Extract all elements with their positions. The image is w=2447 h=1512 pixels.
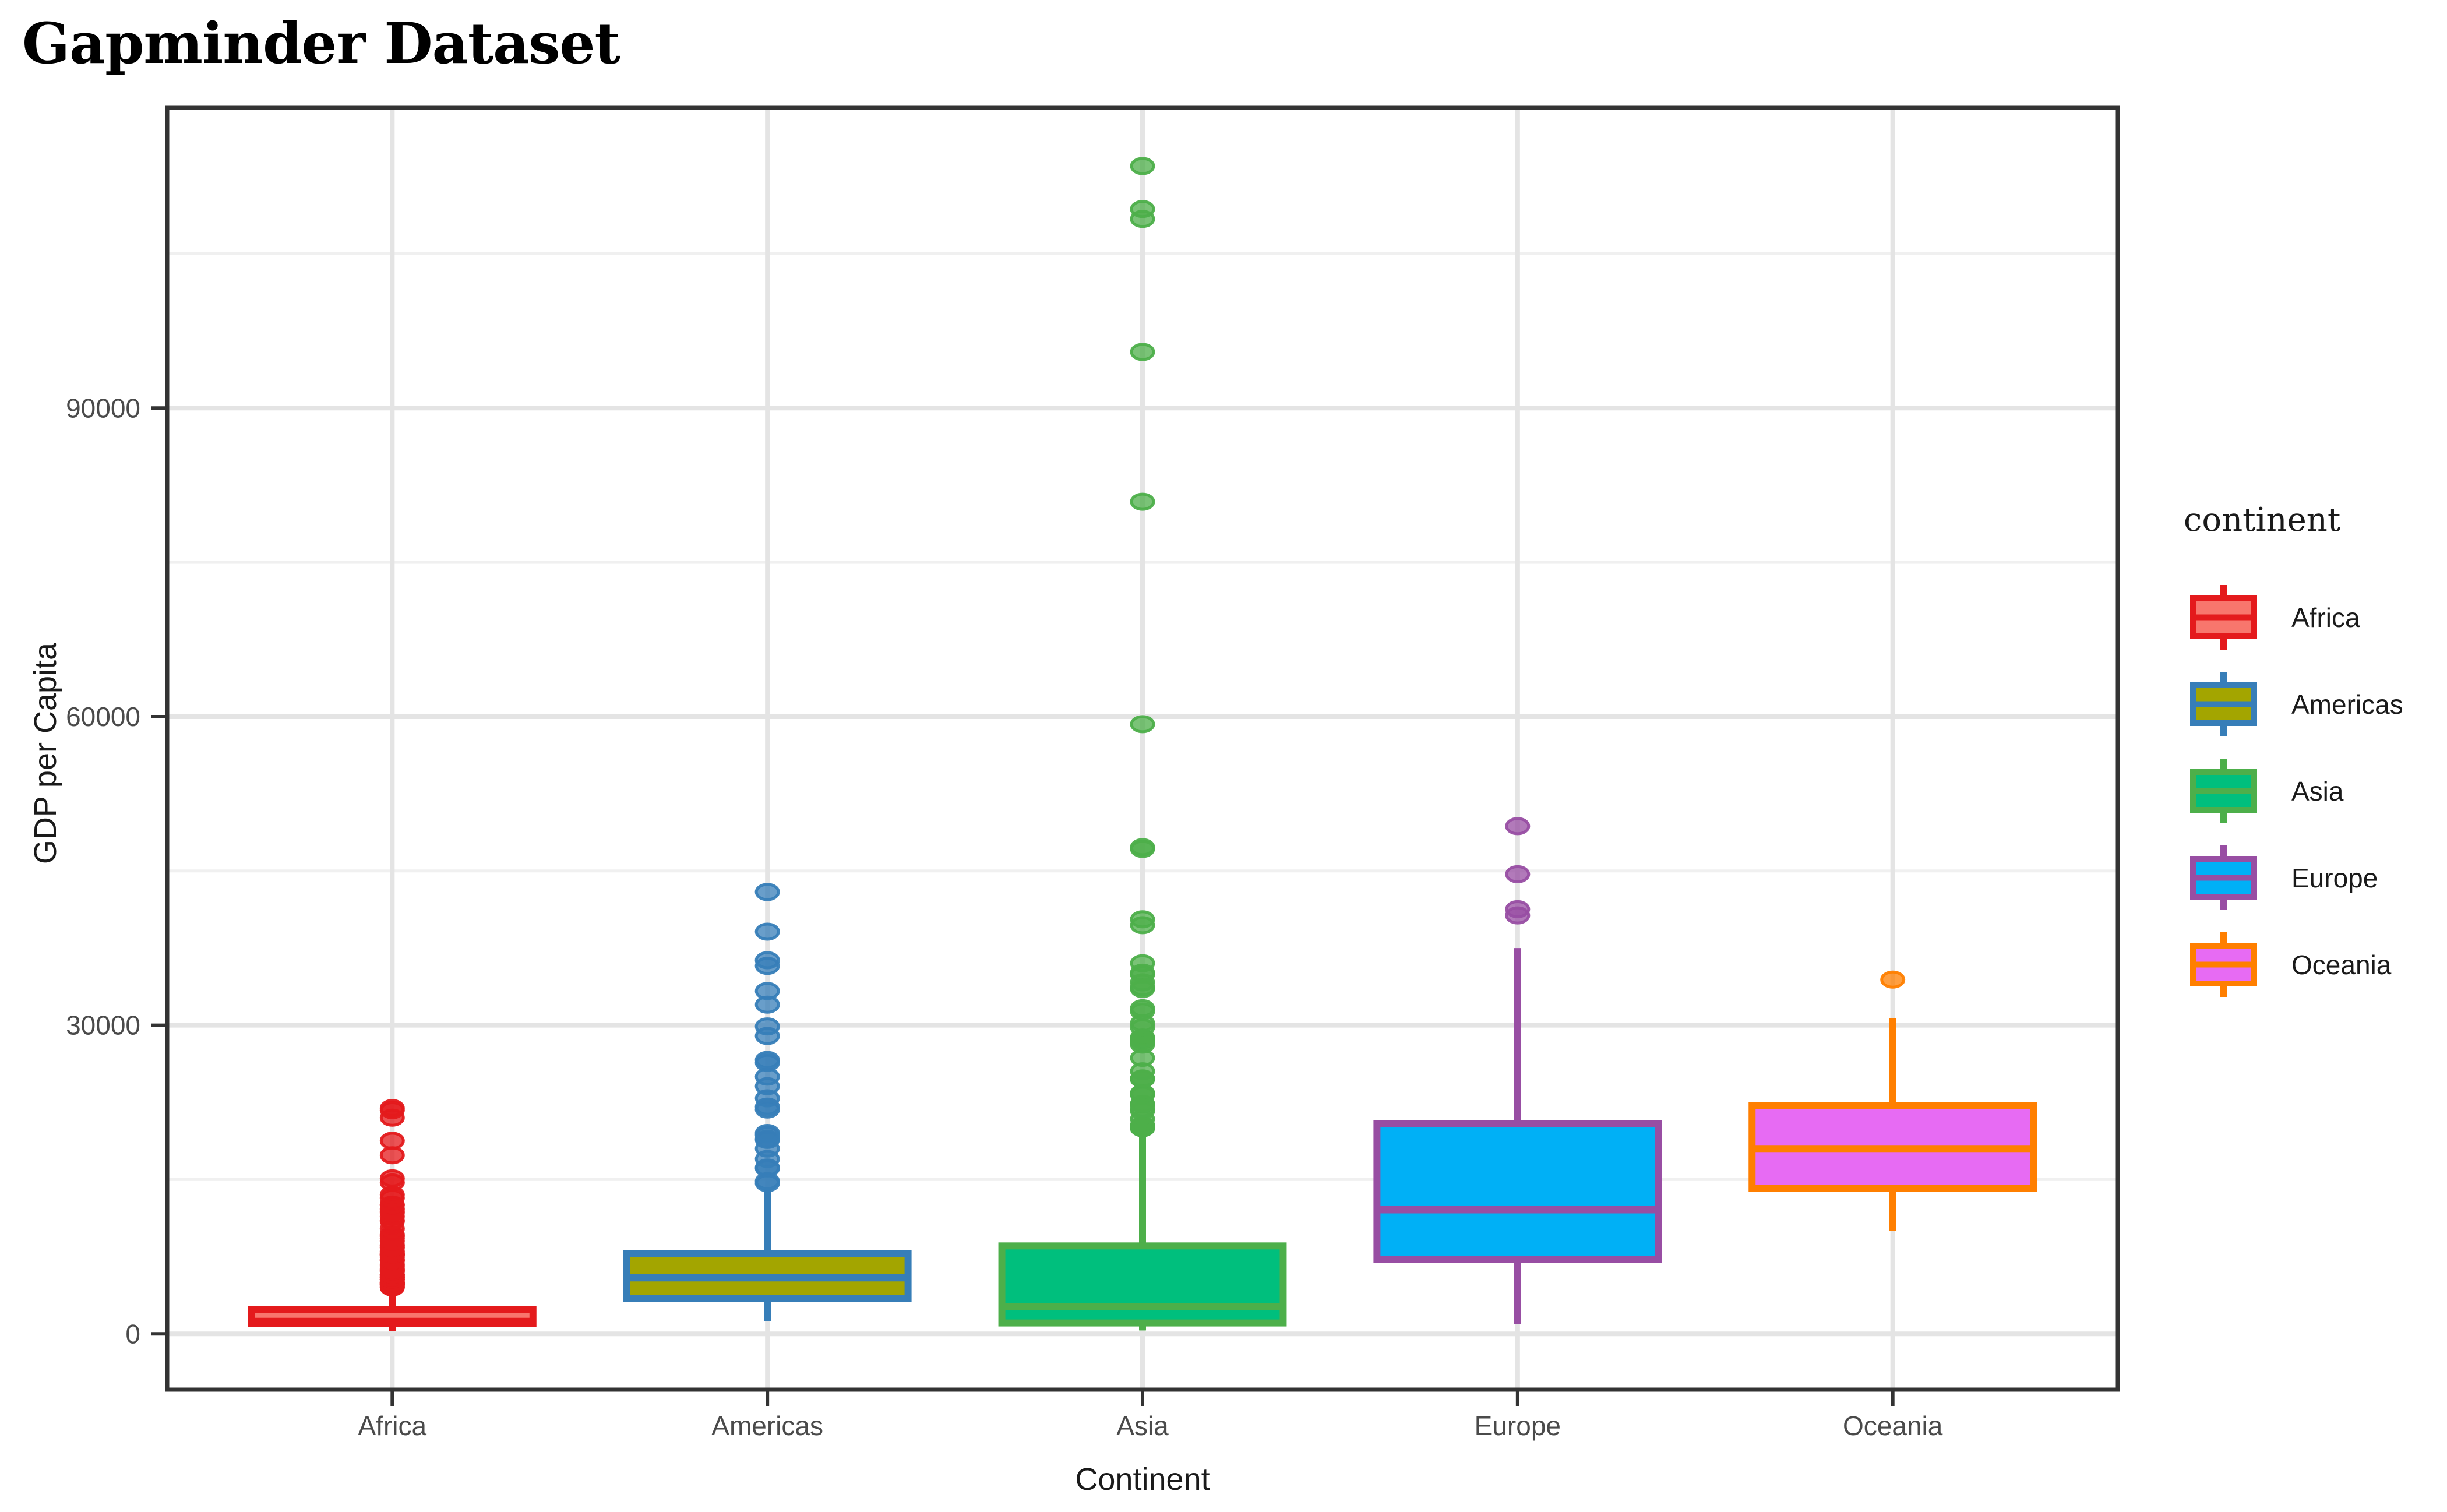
y-tick-label: 30000 xyxy=(66,1010,140,1041)
legend-item-asia: Asia xyxy=(2184,748,2403,834)
legend-label: Oceania xyxy=(2291,949,2392,980)
legend-label: Europe xyxy=(2291,862,2378,893)
legend-key-oceania-icon xyxy=(2190,932,2257,997)
boxplot-africa xyxy=(248,1289,537,1332)
legend-item-europe: Europe xyxy=(2184,834,2403,921)
x-tick-label: Europe xyxy=(1475,1411,1561,1441)
legend-label: Asia xyxy=(2291,776,2344,806)
legend: continent Africa Americas Asia Europe Oc… xyxy=(2184,501,2403,1008)
x-tick-label: Oceania xyxy=(1843,1411,1943,1441)
outliers-oceania xyxy=(1880,970,1906,989)
y-tick-label: 90000 xyxy=(66,393,140,423)
x-tick-label: Asia xyxy=(1116,1411,1169,1441)
boxplot-americas xyxy=(623,1190,912,1322)
outliers-americas xyxy=(754,883,780,1193)
legend-item-africa: Africa xyxy=(2184,574,2403,661)
legend-label: Americas xyxy=(2291,689,2403,720)
boxplot-europe xyxy=(1373,948,1662,1324)
legend-key-asia-icon xyxy=(2190,759,2257,823)
boxplot-oceania xyxy=(1748,1018,2037,1231)
legend-item-oceania: Oceania xyxy=(2184,921,2403,1008)
plot-title: Gapminder Dataset xyxy=(22,10,620,76)
legend-label: Africa xyxy=(2291,602,2360,633)
x-axis-title: Continent xyxy=(1075,1462,1210,1497)
legend-item-americas: Americas xyxy=(2184,661,2403,748)
legend-title: continent xyxy=(2184,501,2341,539)
legend-key-africa-icon xyxy=(2190,585,2257,650)
outliers-asia xyxy=(1130,157,1155,1137)
boxplot-asia xyxy=(998,1130,1287,1331)
legend-key-europe-icon xyxy=(2190,845,2257,910)
y-tick-label: 0 xyxy=(125,1319,140,1349)
x-tick-label: Africa xyxy=(358,1411,427,1441)
outliers-europe xyxy=(1505,817,1531,925)
axis-ticks-and-labels: 0 30000 60000 90000 Africa Americas Asia Europe… xyxy=(66,393,1943,1441)
outliers-africa xyxy=(379,1099,405,1297)
legend-key-americas-icon xyxy=(2190,672,2257,736)
x-tick-label: Americas xyxy=(711,1411,823,1441)
y-tick-label: 60000 xyxy=(66,702,140,732)
